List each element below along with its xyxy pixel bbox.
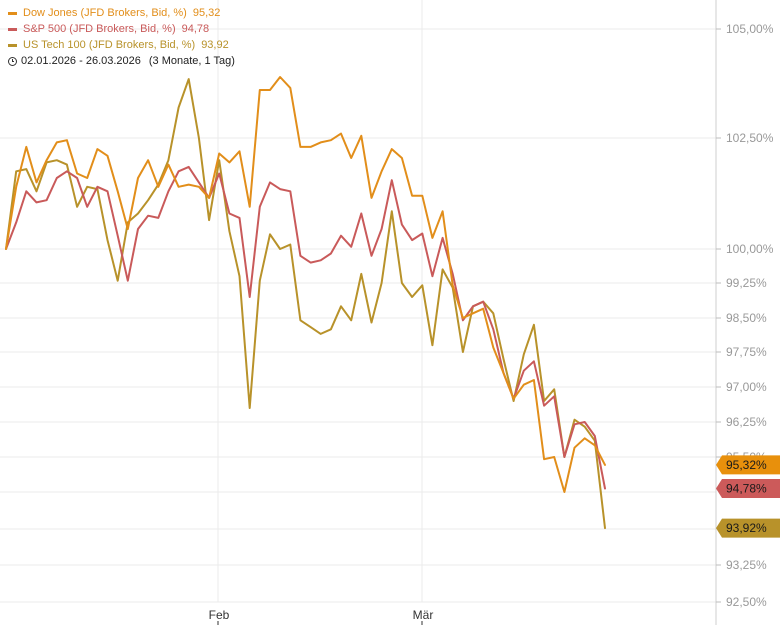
series-line-1	[5, 165, 606, 490]
y-tick-label: 93,25%	[726, 558, 767, 572]
legend-label-sp500: S&P 500 (JFD Brokers, Bid, %)	[23, 23, 176, 35]
series-line-0	[5, 76, 606, 493]
y-tick-label: 98,50%	[726, 311, 767, 325]
last-value-tag-label-0: 95,32%	[726, 458, 767, 472]
time-range-dates: 02.01.2026 - 26.03.2026	[21, 55, 141, 67]
legend-item-us-tech-100[interactable]: US Tech 100 (JFD Brokers, Bid, %) 93,92	[8, 37, 235, 53]
legend-label-us-tech-100: US Tech 100 (JFD Brokers, Bid, %)	[23, 39, 196, 51]
x-tick-label: Mär	[413, 608, 434, 622]
y-tick-label: 92,50%	[726, 595, 767, 609]
grid-lines	[0, 0, 716, 603]
legend-item-sp500[interactable]: S&P 500 (JFD Brokers, Bid, %) 94,78	[8, 21, 235, 37]
legend-label-dow-jones: Dow Jones (JFD Brokers, Bid, %)	[23, 7, 187, 19]
last-value-tag-label-1: 94,78%	[726, 482, 767, 496]
time-range[interactable]: 02.01.2026 - 26.03.2026 (3 Monate, 1 Tag…	[8, 53, 235, 69]
y-tick-label: 99,25%	[726, 276, 767, 290]
last-value-tag-label-2: 93,92%	[726, 521, 767, 535]
y-tick-label: 96,25%	[726, 415, 767, 429]
legend-item-dow-jones[interactable]: Dow Jones (JFD Brokers, Bid, %) 95,32	[8, 5, 235, 21]
x-tick-label: Feb	[209, 608, 230, 622]
series-line-2	[5, 78, 606, 530]
y-tick-label: 100,00%	[726, 242, 774, 256]
last-value-tag-0	[716, 455, 780, 475]
y-axis: 105,00% 102,50% 100,00% 99,25% 98,50% 97,75% 9…	[715, 0, 774, 625]
legend-swatch-sp500	[8, 27, 17, 31]
last-value-tags: 95,32% 94,78% 93,92%	[716, 455, 780, 538]
legend: Dow Jones (JFD Brokers, Bid, %) 95,32 S&…	[8, 5, 235, 69]
legend-swatch-us-tech-100	[8, 43, 17, 47]
y-tick-label: 97,75%	[726, 345, 767, 359]
x-axis: Feb Mär	[209, 608, 434, 625]
time-range-span: (3 Monate, 1 Tag)	[148, 55, 235, 67]
legend-value-sp500: 94,78	[181, 23, 210, 35]
legend-value-us-tech-100: 93,92	[201, 39, 229, 51]
clock-icon	[8, 56, 17, 66]
last-value-tag-1	[716, 479, 780, 498]
legend-value-dow-jones: 95,32	[192, 7, 221, 19]
legend-swatch-dow-jones	[8, 11, 17, 15]
y-tick-label: 105,00%	[726, 22, 774, 36]
y-tick-label: 97,00%	[726, 380, 767, 394]
y-tick-label: 102,50%	[726, 131, 774, 145]
last-value-tag-2	[716, 518, 780, 538]
series-lines	[5, 76, 606, 530]
